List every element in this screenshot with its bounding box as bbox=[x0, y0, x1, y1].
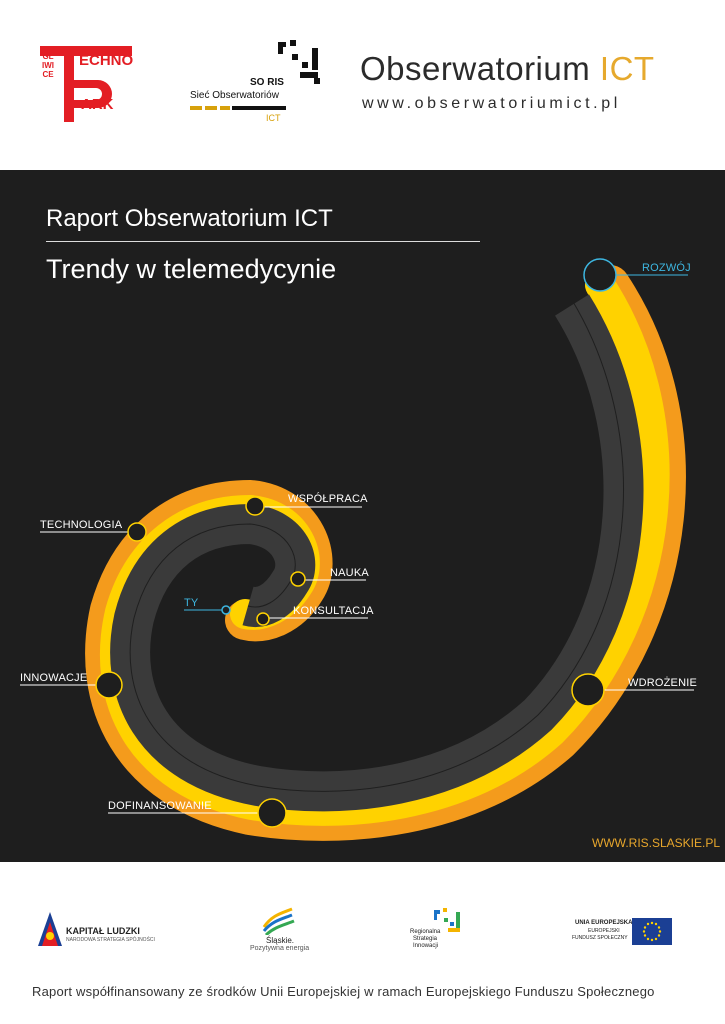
eu-flag-icon bbox=[632, 918, 672, 945]
milestone-nauka bbox=[290, 571, 306, 587]
milestone-dofinansowanie bbox=[257, 798, 287, 828]
observatory-name: Obserwatorium bbox=[360, 50, 591, 87]
milestone-konsultacja bbox=[256, 612, 270, 626]
label-nauka: NAUKA bbox=[330, 567, 369, 579]
soris-bar-seg-4 bbox=[232, 106, 286, 110]
soris-bar-seg-3 bbox=[220, 106, 230, 110]
milestone-ty bbox=[221, 605, 231, 615]
observatory-ict: ICT bbox=[599, 50, 655, 87]
rsi-line1: Regionalna bbox=[410, 929, 441, 935]
label-technologia: TECHNOLOGIA bbox=[40, 519, 123, 531]
kapital-ludzki-logo-icon bbox=[38, 912, 62, 946]
label-ty: TY bbox=[184, 597, 199, 609]
slaskie-logo-icon bbox=[262, 907, 295, 935]
milestone-rozwoj bbox=[583, 258, 617, 292]
eu-line3: FUNDUSZ SPOŁECZNY bbox=[572, 935, 628, 941]
observatory-title: Obserwatorium ICT bbox=[360, 50, 655, 88]
footer-caption: Raport współfinansowany ze środków Unii … bbox=[32, 984, 655, 999]
report-title: Raport Obserwatorium ICT bbox=[46, 205, 333, 232]
label-konsultacja: KONSULTACJA bbox=[293, 605, 374, 617]
rsi-logo-icon bbox=[434, 908, 460, 932]
kapital-ludzki-title: KAPITAŁ LUDZKI bbox=[66, 926, 140, 936]
report-title-rule bbox=[46, 241, 480, 242]
rsi-line2: Strategia bbox=[413, 936, 438, 942]
technopark-city: GLIWICE bbox=[42, 52, 54, 79]
soris-mark-icon bbox=[278, 40, 320, 84]
technopark-line2: ARK bbox=[81, 96, 114, 113]
milestone-technologia bbox=[127, 522, 147, 542]
eu-line1: UNIA EUROPEJSKA bbox=[575, 920, 633, 926]
milestone-wdrozenie bbox=[571, 673, 605, 707]
eu-line2: EUROPEJSKI bbox=[588, 928, 620, 934]
soris-bar-seg-2 bbox=[205, 106, 217, 110]
label-dofinansowanie: DOFINANSOWANIE bbox=[108, 800, 212, 812]
page-footer bbox=[0, 862, 725, 1024]
label-wdrozenie: WDROŻENIE bbox=[628, 677, 698, 689]
slaskie-title: Śląskie. bbox=[266, 936, 295, 945]
label-innowacje: INNOWACJE bbox=[20, 672, 88, 684]
report-subtitle: Trendy w telemedycynie bbox=[46, 254, 337, 284]
milestone-innowacje bbox=[95, 671, 123, 699]
soris-bar-seg-1 bbox=[190, 106, 202, 110]
spiral-track bbox=[110, 294, 644, 812]
spiral-guide-line bbox=[129, 299, 624, 792]
label-wspolpraca: WSPÓŁPRACA bbox=[288, 493, 368, 505]
soris-title: SO RIS bbox=[250, 77, 284, 88]
page-header: ECHNO ARK GLIWICE SO RIS Sieć Obserwator… bbox=[0, 0, 725, 170]
slaskie-sub: Pozytywna energia bbox=[250, 945, 310, 952]
rsi-line3: Innowacji bbox=[413, 943, 439, 949]
soris-subtitle: Sieć Obserwatoriów bbox=[190, 90, 279, 101]
technopark-logo bbox=[40, 46, 132, 122]
label-rozwoj: ROZWÓJ bbox=[642, 262, 691, 274]
milestone-wspolpraca bbox=[245, 496, 265, 516]
ris-url[interactable]: WWW.RIS.SLASKIE.PL bbox=[592, 836, 721, 850]
observatory-url[interactable]: www.obserwatoriumict.pl bbox=[362, 95, 621, 112]
spiral-graphic bbox=[20, 258, 694, 841]
soris-ict: ICT bbox=[266, 113, 281, 123]
report-cover-panel bbox=[0, 170, 725, 862]
technopark-line1: ECHNO bbox=[79, 52, 134, 69]
kapital-ludzki-sub: NARODOWA STRATEGIA SPÓJNOŚCI bbox=[66, 937, 155, 943]
